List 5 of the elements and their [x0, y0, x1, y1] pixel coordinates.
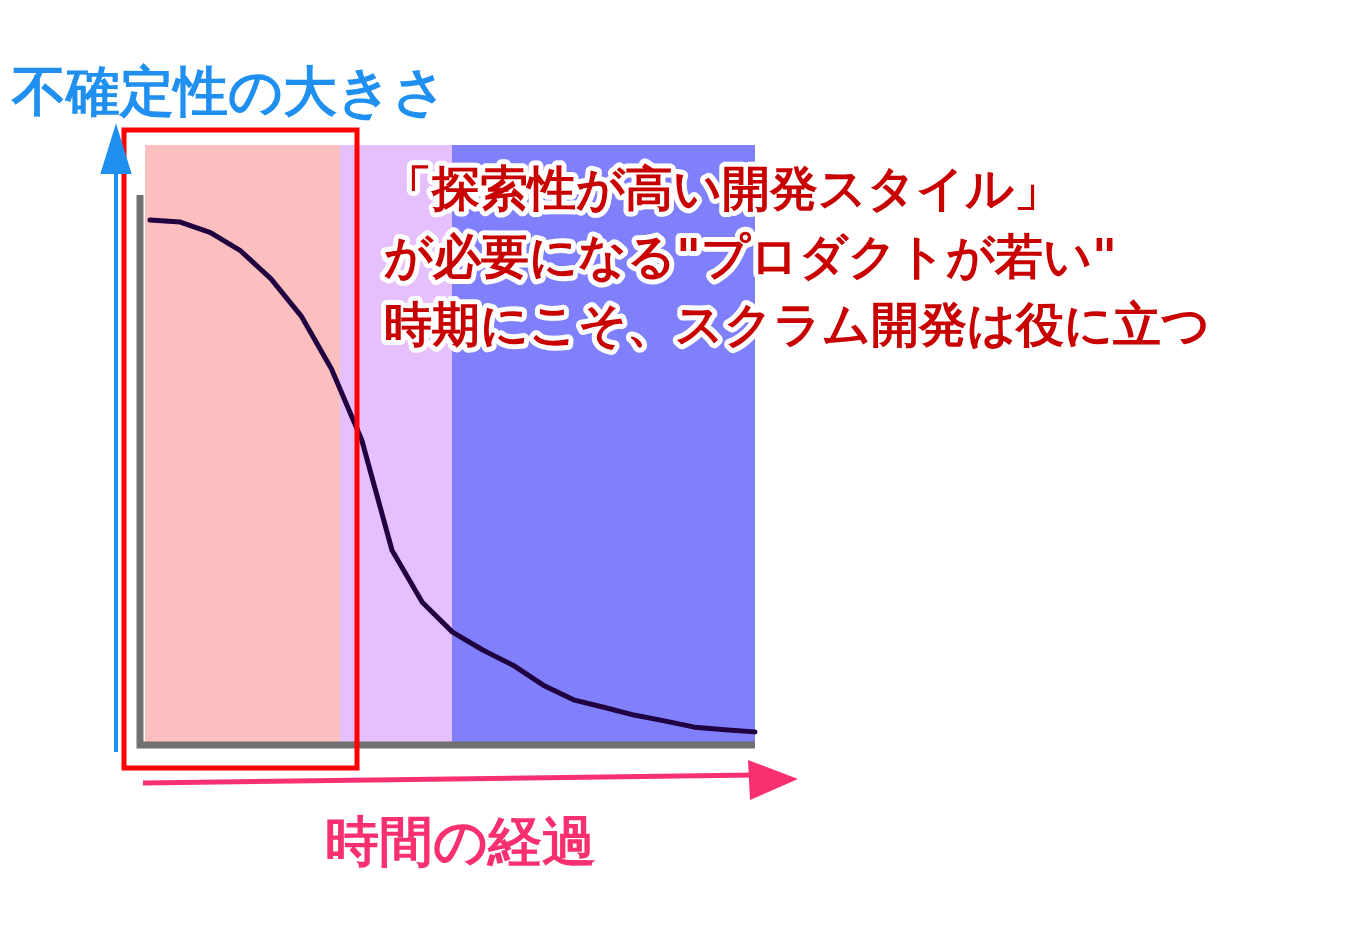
text: 「探索性が高い開発スタイル」	[384, 160, 1062, 216]
annotation: が必要になる"プロダクトが若い"	[384, 228, 1118, 284]
annotation: 時期にこそ、スクラム開発は役に立つ	[384, 296, 1210, 352]
x-axis-title: 時間の経過	[324, 810, 596, 873]
y-axis-title: 不確定性の大きさ	[10, 60, 447, 123]
